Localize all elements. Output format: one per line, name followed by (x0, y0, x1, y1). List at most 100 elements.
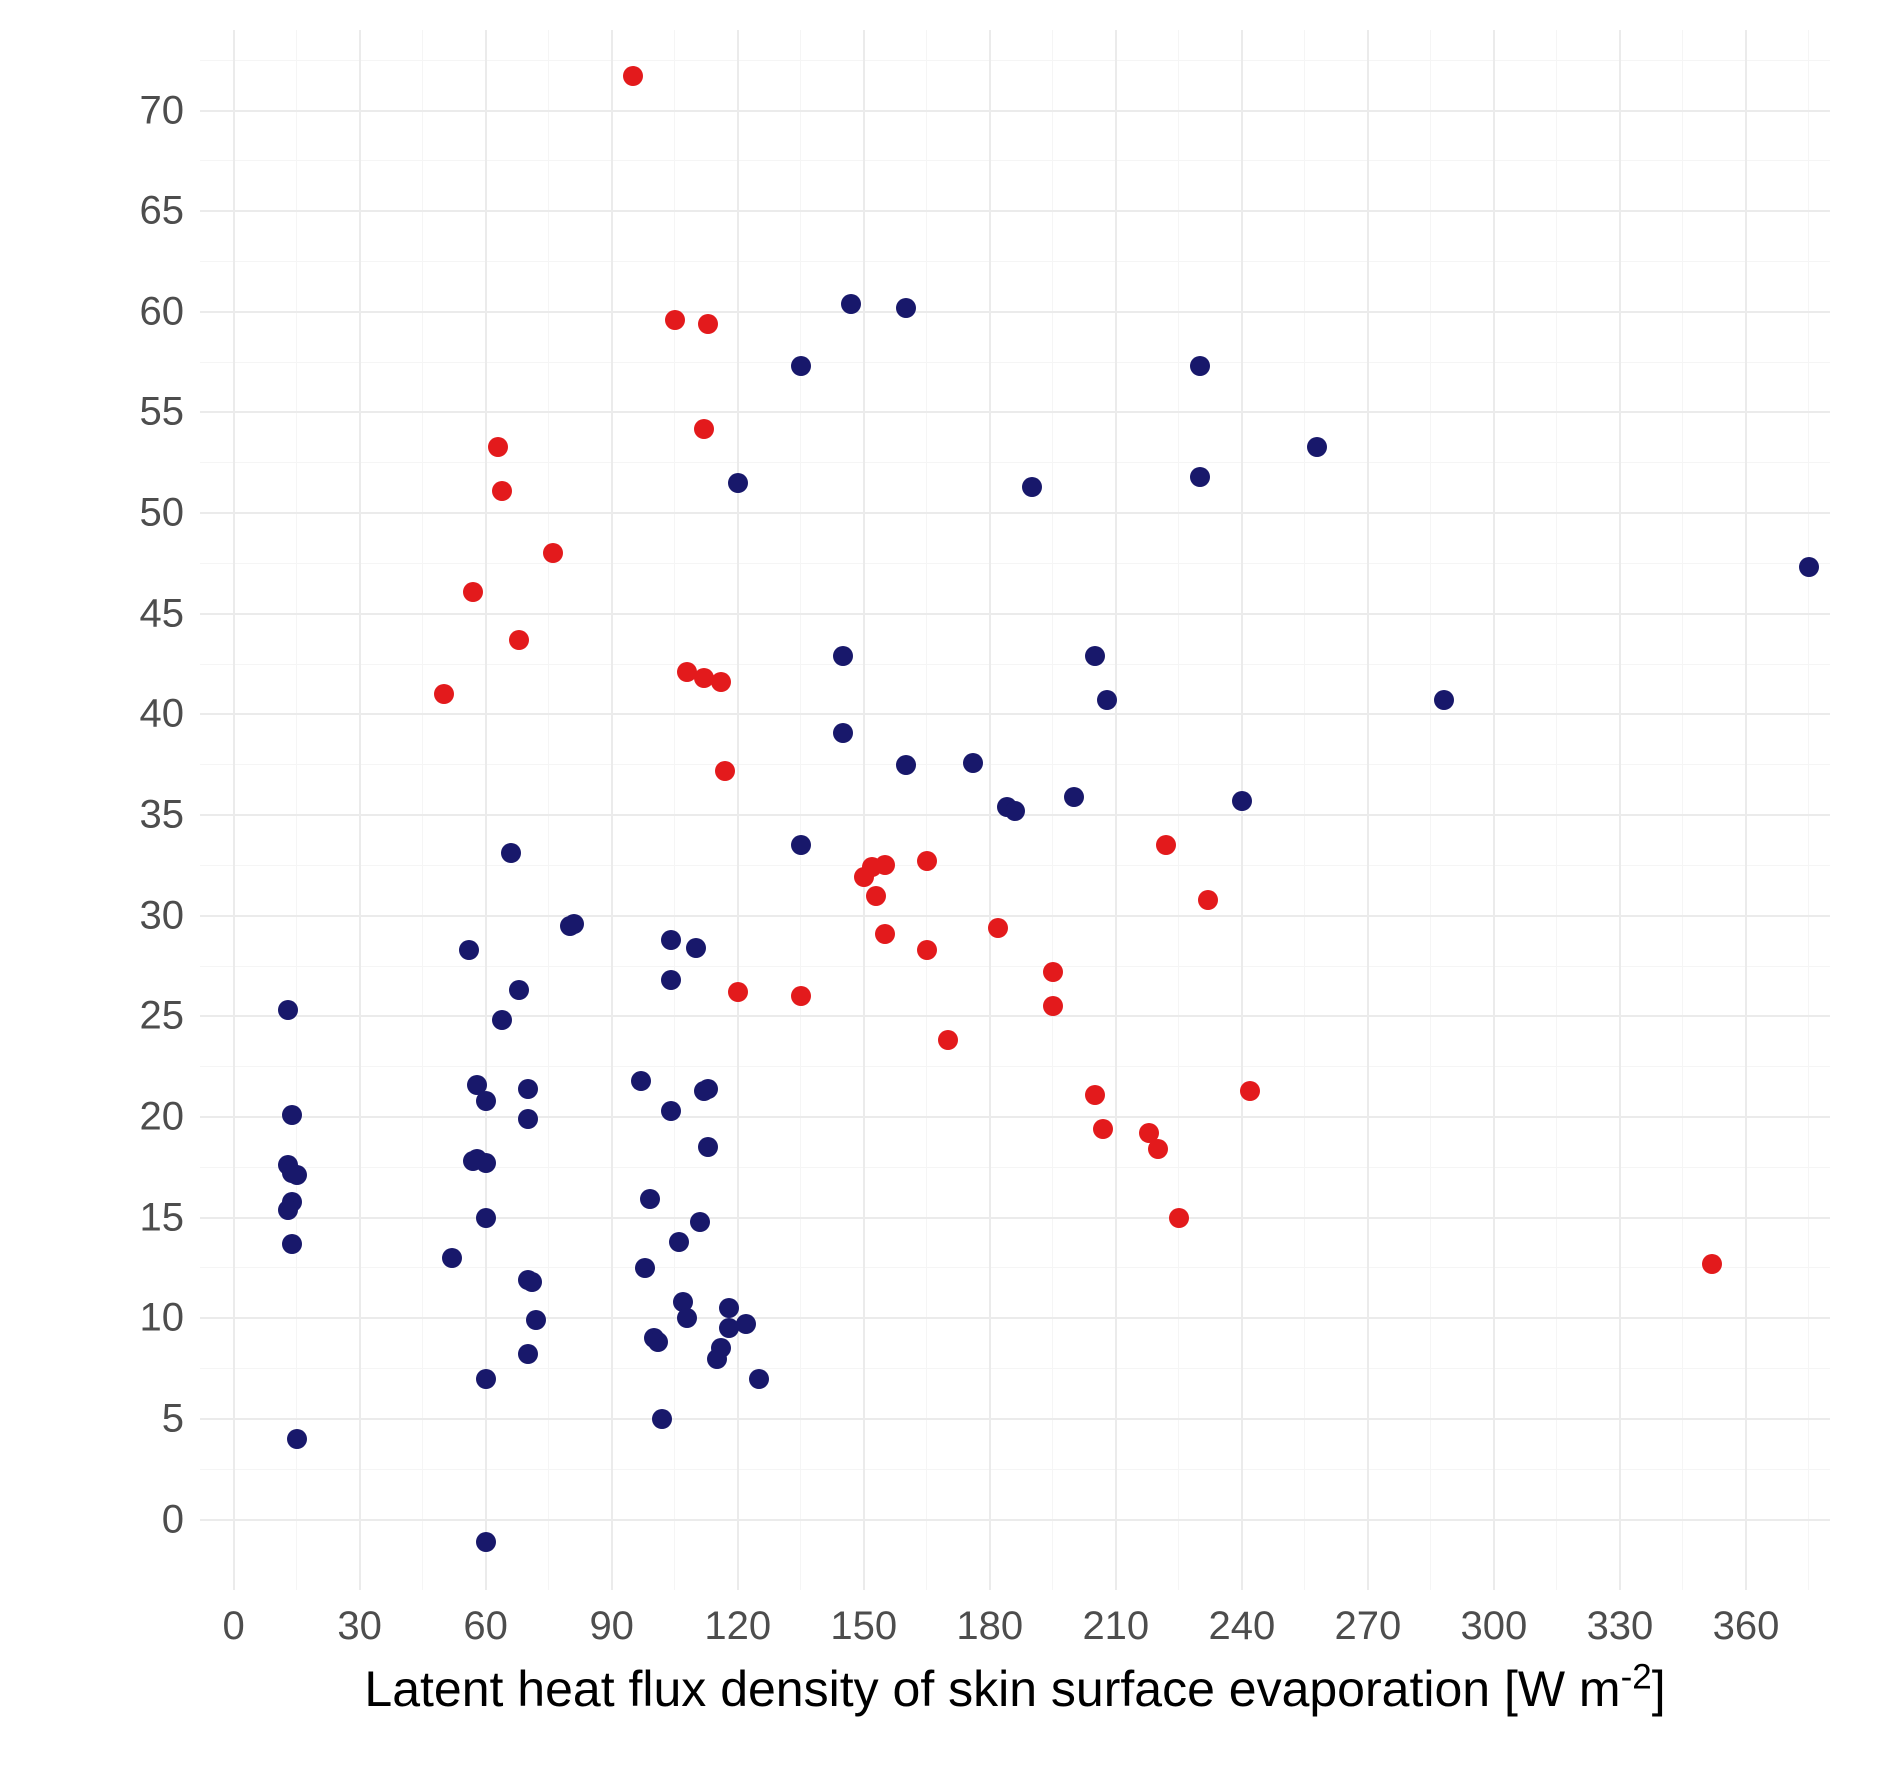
scatter-point-blue (1799, 557, 1819, 577)
scatter-point-red (1198, 890, 1218, 910)
scatter-point-blue (476, 1208, 496, 1228)
scatter-point-blue (492, 1010, 512, 1030)
gridline-horizontal (200, 865, 1830, 866)
scatter-point-red (1240, 1081, 1260, 1101)
gridline-horizontal (200, 1368, 1830, 1369)
gridline-vertical (1556, 30, 1557, 1590)
scatter-point-blue (1232, 791, 1252, 811)
gridline-horizontal (200, 1317, 1830, 1319)
gridline-vertical (1430, 30, 1431, 1590)
scatter-point-blue (1307, 437, 1327, 457)
gridline-horizontal (200, 1116, 1830, 1118)
scatter-point-blue (719, 1298, 739, 1318)
y-tick-label: 45 (140, 591, 185, 636)
gridline-vertical (1745, 30, 1747, 1590)
scatter-point-blue (509, 980, 529, 1000)
scatter-point-red (543, 543, 563, 563)
scatter-point-blue (518, 1079, 538, 1099)
scatter-point-blue (518, 1109, 538, 1129)
scatter-point-blue (1190, 356, 1210, 376)
gridline-horizontal (200, 713, 1830, 715)
scatter-point-red (1156, 835, 1176, 855)
scatter-point-blue (522, 1272, 542, 1292)
y-tick-label: 0 (162, 1497, 184, 1542)
gridline-vertical (1304, 30, 1305, 1590)
gridline-horizontal (200, 1217, 1830, 1219)
gridline-horizontal (200, 512, 1830, 514)
y-tick-label: 5 (162, 1396, 184, 1441)
gridline-horizontal (200, 1066, 1830, 1067)
scatter-point-red (665, 310, 685, 330)
y-tick-label: 70 (140, 88, 185, 133)
scatter-point-blue (282, 1234, 302, 1254)
scatter-point-blue (963, 753, 983, 773)
gridline-vertical (1682, 30, 1683, 1590)
scatter-point-red (866, 886, 886, 906)
scatter-point-blue (841, 294, 861, 314)
scatter-point-blue (476, 1532, 496, 1552)
scatter-point-blue (686, 938, 706, 958)
scatter-point-blue (476, 1153, 496, 1173)
x-tick-label: 90 (589, 1604, 634, 1649)
scatter-point-red (988, 918, 1008, 938)
y-tick-label: 25 (140, 994, 185, 1039)
scatter-point-blue (728, 473, 748, 493)
gridline-horizontal (200, 462, 1830, 463)
scatter-point-blue (652, 1409, 672, 1429)
y-tick-label: 60 (140, 289, 185, 334)
gridline-vertical (422, 30, 423, 1590)
y-tick-label: 30 (140, 893, 185, 938)
gridline-vertical (674, 30, 675, 1590)
scatter-point-red (1043, 996, 1063, 1016)
gridline-vertical (359, 30, 361, 1590)
scatter-point-blue (526, 1310, 546, 1330)
gridline-vertical (485, 30, 487, 1590)
gridline-vertical (737, 30, 739, 1590)
x-tick-label: 270 (1335, 1604, 1402, 1649)
scatter-point-blue (736, 1314, 756, 1334)
x-tick-label: 210 (1082, 1604, 1149, 1649)
gridline-horizontal (200, 1267, 1830, 1268)
gridline-vertical (548, 30, 549, 1590)
x-tick-label: 60 (463, 1604, 508, 1649)
gridline-horizontal (200, 1469, 1830, 1470)
scatter-point-red (715, 761, 735, 781)
scatter-point-red (509, 630, 529, 650)
scatter-point-blue (661, 970, 681, 990)
x-tick-label: 0 (222, 1604, 244, 1649)
gridline-horizontal (200, 1167, 1830, 1168)
scatter-point-red (1148, 1139, 1168, 1159)
x-tick-label: 330 (1587, 1604, 1654, 1649)
gridline-horizontal (200, 613, 1830, 615)
gridline-horizontal (200, 1015, 1830, 1017)
x-tick-label: 360 (1713, 1604, 1780, 1649)
scatter-point-blue (677, 1308, 697, 1328)
scatter-point-blue (698, 1079, 718, 1099)
gridline-horizontal (200, 210, 1830, 212)
gridline-vertical (296, 30, 297, 1590)
scatter-point-red (434, 684, 454, 704)
gridline-horizontal (200, 60, 1830, 61)
gridline-vertical (1115, 30, 1117, 1590)
scatter-point-blue (476, 1369, 496, 1389)
gridline-horizontal (200, 311, 1830, 313)
gridline-vertical (989, 30, 991, 1590)
gridline-vertical (800, 30, 801, 1590)
gridline-vertical (611, 30, 613, 1590)
gridline-vertical (1808, 30, 1809, 1590)
scatter-point-red (488, 437, 508, 457)
scatter-point-blue (833, 723, 853, 743)
x-tick-label: 300 (1461, 1604, 1528, 1649)
scatter-point-red (917, 851, 937, 871)
y-tick-label: 15 (140, 1195, 185, 1240)
scatter-point-blue (1434, 690, 1454, 710)
y-tick-label: 65 (140, 189, 185, 234)
gridline-vertical (233, 30, 235, 1590)
scatter-point-blue (896, 298, 916, 318)
gridline-horizontal (200, 664, 1830, 665)
gridline-horizontal (200, 261, 1830, 262)
scatter-point-blue (442, 1248, 462, 1268)
scatter-point-blue (278, 1000, 298, 1020)
gridline-vertical (926, 30, 927, 1590)
scatter-point-red (463, 582, 483, 602)
